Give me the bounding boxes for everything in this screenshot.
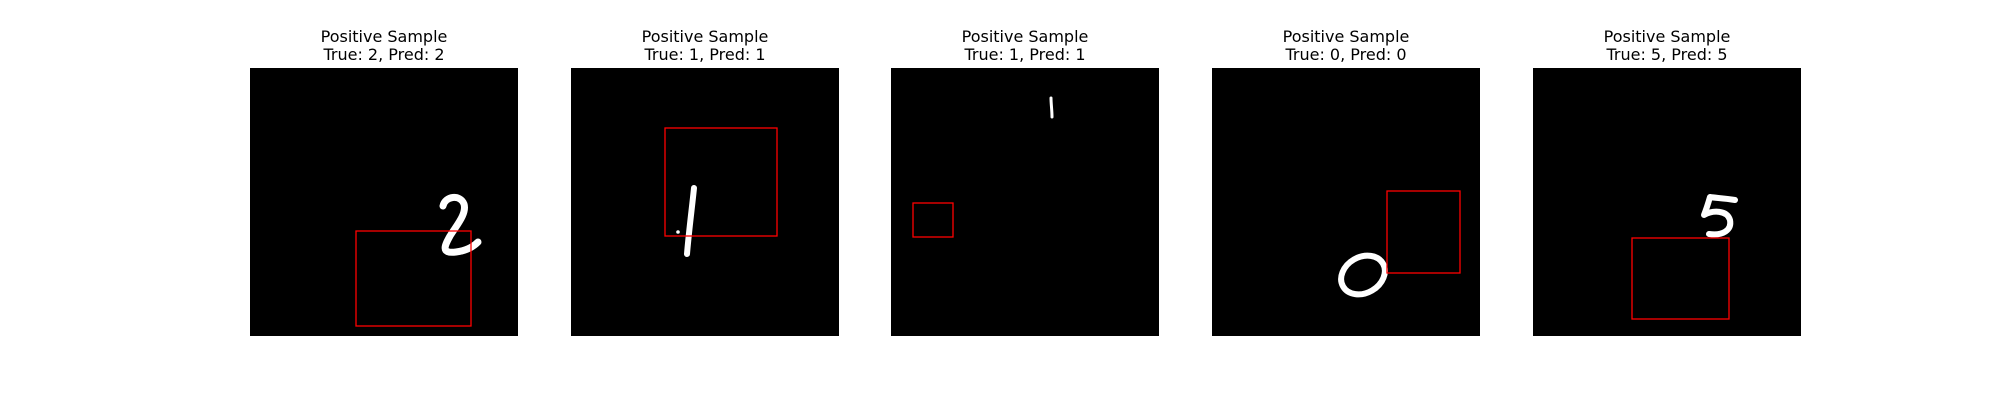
- panel-subtitle-line: True: 2, Pred: 2: [323, 45, 445, 64]
- panel-title-line: Positive Sample: [320, 27, 448, 46]
- panel-title: Positive Sample True: 5, Pred: 5: [1513, 28, 1821, 64]
- panel-title-line: Positive Sample: [641, 27, 769, 46]
- panel-title-line: Positive Sample: [1282, 27, 1410, 46]
- image-background: [891, 68, 1159, 336]
- sample-panel-1: Positive Sample True: 2, Pred: 2: [250, 0, 518, 400]
- panel-subtitle-line: True: 1, Pred: 1: [644, 45, 766, 64]
- digit-stroke: [1338, 252, 1388, 298]
- panel-title: Positive Sample True: 2, Pred: 2: [230, 28, 538, 64]
- digit-stroke: [439, 194, 482, 256]
- panel-subtitle-line: True: 1, Pred: 1: [964, 45, 1086, 64]
- detection-box: [664, 127, 778, 237]
- panel-title-line: Positive Sample: [961, 27, 1089, 46]
- panel-title-line: Positive Sample: [1603, 27, 1731, 46]
- panel-subtitle-line: True: 0, Pred: 0: [1285, 45, 1407, 64]
- digit-image: [1533, 68, 1801, 336]
- detection-box: [912, 202, 954, 238]
- sample-panel-4: Positive Sample True: 0, Pred: 0: [1212, 0, 1480, 400]
- detection-box: [1631, 237, 1730, 320]
- image-background: [1212, 68, 1480, 336]
- digit-image: [571, 68, 839, 336]
- sample-panel-3: Positive Sample True: 1, Pred: 1: [891, 0, 1159, 400]
- panel-title: Positive Sample True: 1, Pred: 1: [871, 28, 1179, 64]
- digit-speck: [676, 230, 680, 234]
- panel-subtitle-line: True: 5, Pred: 5: [1606, 45, 1728, 64]
- detection-box: [355, 230, 472, 327]
- panel-title: Positive Sample True: 1, Pred: 1: [551, 28, 859, 64]
- digit-image: [891, 68, 1159, 336]
- sample-panel-5: Positive Sample True: 5, Pred: 5: [1533, 0, 1801, 400]
- digit-stroke: [684, 185, 697, 257]
- detection-box: [1386, 190, 1461, 274]
- sample-panel-2: Positive Sample True: 1, Pred: 1: [571, 0, 839, 400]
- digit-stroke: [1701, 194, 1738, 238]
- digit-image: [250, 68, 518, 336]
- image-background: [1533, 68, 1801, 336]
- panel-title: Positive Sample True: 0, Pred: 0: [1192, 28, 1500, 64]
- digit-stroke: [1049, 96, 1054, 119]
- digit-image: [1212, 68, 1480, 336]
- image-background: [571, 68, 839, 336]
- image-background: [250, 68, 518, 336]
